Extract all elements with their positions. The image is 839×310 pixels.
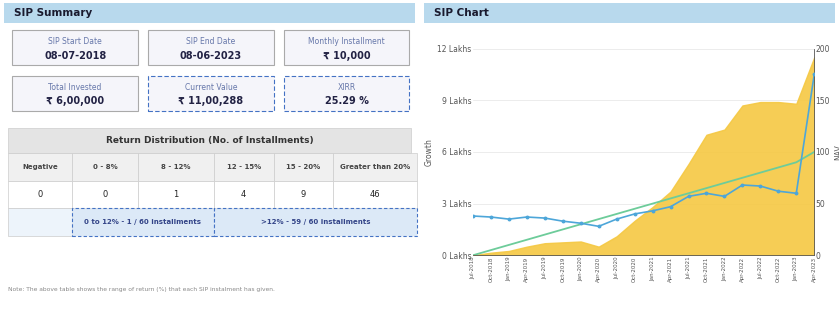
Text: >12% - 59 / 60 installments: >12% - 59 / 60 installments — [261, 219, 371, 225]
FancyBboxPatch shape — [274, 153, 333, 181]
Text: SIP Start Date: SIP Start Date — [49, 38, 102, 46]
Text: 0 to 12% - 1 / 60 installments: 0 to 12% - 1 / 60 installments — [85, 219, 201, 225]
Text: SIP End Date: SIP End Date — [186, 38, 236, 46]
Y-axis label: NAV: NAV — [834, 144, 839, 160]
FancyBboxPatch shape — [424, 3, 835, 23]
Text: Return Distribution (No. of Installments): Return Distribution (No. of Installments… — [106, 136, 314, 145]
FancyBboxPatch shape — [8, 208, 72, 236]
Y-axis label: Growth: Growth — [425, 138, 433, 166]
FancyBboxPatch shape — [214, 208, 418, 236]
Text: Monthly Installment: Monthly Installment — [308, 38, 385, 46]
FancyBboxPatch shape — [149, 76, 274, 111]
FancyBboxPatch shape — [13, 30, 138, 65]
Text: SIP Summary: SIP Summary — [14, 8, 93, 18]
FancyBboxPatch shape — [72, 153, 138, 181]
FancyBboxPatch shape — [274, 181, 333, 208]
FancyBboxPatch shape — [13, 76, 138, 111]
Text: 0: 0 — [38, 190, 43, 199]
Text: 12 - 15%: 12 - 15% — [227, 164, 261, 170]
Text: 1: 1 — [173, 190, 179, 199]
FancyBboxPatch shape — [8, 181, 72, 208]
Text: Current Value: Current Value — [185, 83, 237, 92]
Text: 0: 0 — [102, 190, 107, 199]
FancyBboxPatch shape — [138, 153, 214, 181]
FancyBboxPatch shape — [138, 181, 214, 208]
FancyBboxPatch shape — [333, 181, 418, 208]
FancyBboxPatch shape — [214, 153, 274, 181]
FancyBboxPatch shape — [284, 30, 409, 65]
Text: 25.29 %: 25.29 % — [325, 96, 368, 106]
FancyBboxPatch shape — [8, 128, 411, 153]
Text: 15 - 20%: 15 - 20% — [286, 164, 320, 170]
Text: 08-07-2018: 08-07-2018 — [44, 51, 107, 60]
FancyBboxPatch shape — [72, 208, 214, 236]
FancyBboxPatch shape — [8, 153, 72, 181]
FancyBboxPatch shape — [333, 153, 418, 181]
Text: 9: 9 — [300, 190, 306, 199]
Text: 08-06-2023: 08-06-2023 — [180, 51, 242, 60]
FancyBboxPatch shape — [214, 181, 274, 208]
FancyBboxPatch shape — [4, 3, 415, 23]
Text: Greater than 20%: Greater than 20% — [340, 164, 410, 170]
Text: Total Invested: Total Invested — [49, 83, 102, 92]
Text: 0 - 8%: 0 - 8% — [92, 164, 117, 170]
Text: SIP Chart: SIP Chart — [434, 8, 489, 18]
Text: Negative: Negative — [23, 164, 58, 170]
FancyBboxPatch shape — [72, 181, 138, 208]
Text: ₹ 11,00,288: ₹ 11,00,288 — [178, 96, 243, 106]
FancyBboxPatch shape — [284, 76, 409, 111]
Text: XIRR: XIRR — [337, 83, 356, 92]
Text: 46: 46 — [370, 190, 381, 199]
Text: 8 - 12%: 8 - 12% — [161, 164, 190, 170]
Text: ₹ 10,000: ₹ 10,000 — [323, 51, 370, 60]
Text: ₹ 6,00,000: ₹ 6,00,000 — [46, 96, 104, 106]
Text: 4: 4 — [241, 190, 247, 199]
FancyBboxPatch shape — [149, 30, 274, 65]
Text: Note: The above table shows the range of return (%) that each SIP instalment has: Note: The above table shows the range of… — [8, 287, 275, 292]
